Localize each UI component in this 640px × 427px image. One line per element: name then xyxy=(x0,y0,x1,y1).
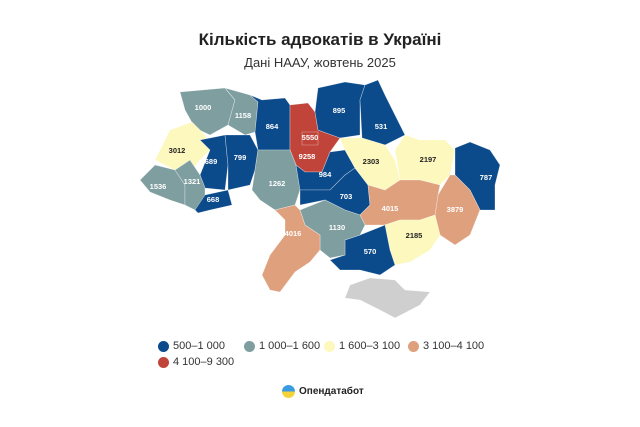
region-crimea xyxy=(344,277,431,319)
region-value-cherkasy: 984 xyxy=(319,170,332,179)
legend-item: 1 600–3 100 xyxy=(324,340,400,352)
region-value-ivano-frankivsk: 1321 xyxy=(184,177,201,186)
legend-item: 500–1 000 xyxy=(158,340,225,352)
region-value-zaporizhzhia: 2185 xyxy=(406,231,423,240)
region-value-sumy: 531 xyxy=(375,122,388,131)
logo-icon xyxy=(282,385,295,398)
legend-swatch-icon xyxy=(408,340,419,352)
brand-logo: Опендатабот xyxy=(282,385,364,398)
legend-label: 1 600–3 100 xyxy=(339,340,401,352)
region-value-poltava: 2303 xyxy=(363,157,380,166)
legend-label: 500–1 000 xyxy=(173,340,225,352)
region-value-vinnytsia: 1262 xyxy=(269,179,286,188)
region-chernivtsi xyxy=(194,189,233,214)
region-value-zakarpattia: 1536 xyxy=(150,182,167,191)
region-value-chernivtsi: 668 xyxy=(207,195,220,204)
region-value-donetsk: 3879 xyxy=(447,205,464,214)
region-value-kherson: 570 xyxy=(364,247,377,256)
page-title: Кількість адвокатів в Україні xyxy=(198,30,442,49)
region-value-kyiv-city: 5550 xyxy=(302,133,319,142)
region-value-khmelnytskyi: 799 xyxy=(234,153,247,162)
region-value-mykolaiv: 1130 xyxy=(329,223,345,232)
region-sumy xyxy=(359,79,406,146)
legend-label: 4 100–9 300 xyxy=(173,356,235,368)
legend-item: 1 000–1 600 xyxy=(244,340,320,352)
region-value-lviv: 3012 xyxy=(169,146,186,155)
region-value-kharkiv: 2197 xyxy=(420,155,437,164)
legend-item: 4 100–9 300 xyxy=(158,356,234,368)
legend-swatch-icon xyxy=(324,340,335,352)
region-value-kirovohrad: 703 xyxy=(340,192,353,201)
legend-swatch-icon xyxy=(158,356,169,368)
legend-swatch-icon xyxy=(244,340,255,352)
region-value-odesa: 4016 xyxy=(285,229,302,238)
region-value-kyiv-oblast: 9258 xyxy=(299,152,316,161)
region-lviv xyxy=(154,121,211,173)
legend-swatch-icon xyxy=(158,340,169,352)
region-value-dnipropetrovsk: 4015 xyxy=(382,204,399,213)
region-odesa xyxy=(261,204,321,293)
legend-label: 1 000–1 600 xyxy=(259,340,321,352)
region-value-rivne: 1158 xyxy=(235,111,251,120)
region-kyiv-city xyxy=(301,131,319,146)
legend-label: 3 100–4 100 xyxy=(423,340,485,352)
brand-name: Опендатабот xyxy=(299,386,364,397)
page-subtitle: Дані НААУ, жовтень 2025 xyxy=(244,55,396,70)
region-value-ternopil: 689 xyxy=(205,157,218,166)
region-value-zhytomyr: 864 xyxy=(266,122,279,131)
region-kherson xyxy=(329,224,396,276)
region-khmelnytskyi xyxy=(224,134,259,191)
region-value-luhansk: 787 xyxy=(480,173,493,182)
region-value-chernihiv: 895 xyxy=(333,106,346,115)
region-value-volyn: 1000 xyxy=(195,103,212,112)
region-zaporizhzhia xyxy=(384,214,441,266)
legend-item: 3 100–4 100 xyxy=(408,340,484,352)
